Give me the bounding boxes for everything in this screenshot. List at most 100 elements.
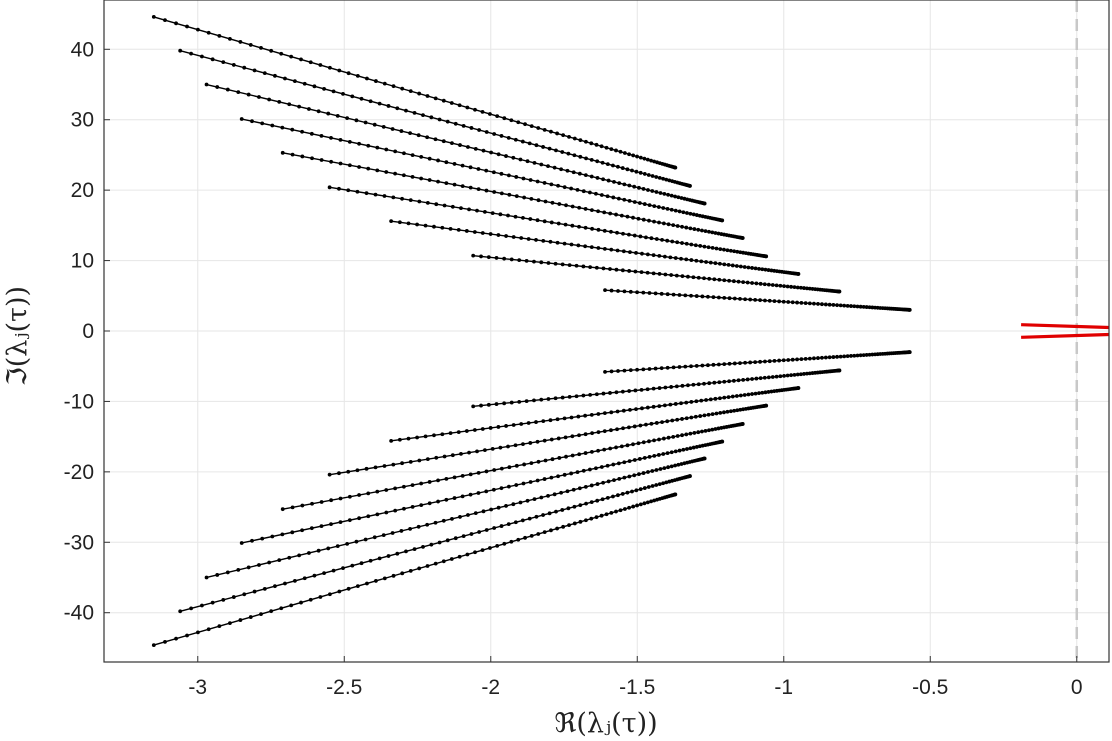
- branch-point: [496, 233, 501, 237]
- branch-point: [502, 256, 507, 261]
- branch-point: [679, 256, 683, 261]
- branch-point: [308, 597, 313, 602]
- branch-point: [569, 471, 574, 476]
- branch-point: [566, 506, 571, 511]
- branch-point: [465, 552, 470, 557]
- branch-point: [589, 174, 594, 179]
- branch-point: [622, 289, 627, 294]
- branch-point: [228, 621, 232, 626]
- branch-point: [599, 193, 604, 197]
- branch-point: [658, 191, 663, 195]
- branch-point: [441, 559, 446, 564]
- x-tick-label: -1: [774, 676, 793, 699]
- branch-point: [799, 357, 804, 362]
- branch-point: [713, 261, 718, 266]
- y-tick-label: -30: [64, 531, 94, 554]
- branch-point: [820, 302, 824, 307]
- branch-point: [366, 514, 371, 519]
- branch-point: [738, 407, 743, 412]
- branch-point: [827, 302, 832, 307]
- branch-point: [519, 422, 524, 426]
- branch-point: [792, 372, 797, 377]
- branch-point: [425, 564, 430, 568]
- branch-point: [620, 389, 625, 394]
- branch-point: [452, 182, 457, 187]
- branch-point: [319, 500, 324, 504]
- branch-point: [594, 466, 598, 471]
- branch-point: [615, 427, 619, 432]
- branch-point: [671, 365, 676, 370]
- branch-point: [549, 182, 554, 187]
- branch-point: [496, 152, 501, 157]
- branch-point: [250, 119, 254, 124]
- branch-point: [526, 237, 531, 241]
- branch-point: [596, 246, 601, 250]
- branch-point: [680, 433, 684, 438]
- branch-point: [596, 430, 601, 435]
- branch-point: [628, 407, 632, 412]
- branch-point: [514, 463, 519, 468]
- branch-point: [907, 350, 912, 355]
- branch-point: [290, 505, 295, 510]
- branch-point: [441, 98, 446, 103]
- branch-point: [763, 390, 768, 395]
- branch-point: [764, 254, 769, 259]
- branch-point: [535, 478, 540, 483]
- branch-point: [427, 178, 432, 182]
- branch-point: [637, 201, 642, 205]
- branch-point: [772, 358, 777, 363]
- branch-point: [792, 285, 797, 290]
- branch-point: [702, 201, 707, 206]
- branch-point: [845, 303, 850, 308]
- branch-point: [359, 96, 364, 101]
- branch-point: [594, 142, 599, 147]
- branch-point: [707, 428, 711, 433]
- branch-8-lower: [471, 368, 842, 409]
- branch-point: [250, 538, 254, 543]
- branch-point: [583, 451, 588, 455]
- branch-point: [609, 247, 614, 252]
- branch-point: [689, 293, 693, 298]
- branch-point: [444, 160, 449, 165]
- branch-point: [588, 392, 593, 397]
- branch-point: [539, 495, 544, 500]
- branch-point: [532, 259, 536, 264]
- branch-point: [480, 427, 485, 431]
- branch-point: [743, 297, 748, 302]
- branch-point: [630, 489, 634, 494]
- branch-point: [722, 362, 727, 367]
- branch-point: [675, 417, 680, 422]
- branch-point: [468, 472, 473, 477]
- branch-point: [555, 526, 560, 531]
- branch-point: [762, 282, 767, 287]
- branch-point: [802, 286, 806, 290]
- branch-point: [785, 373, 790, 378]
- branch-point: [307, 551, 311, 555]
- branch-point: [375, 168, 380, 173]
- branch-point: [346, 71, 351, 76]
- branch-point: [534, 420, 538, 424]
- branch-point: [722, 395, 727, 400]
- branch-point: [650, 469, 655, 473]
- branch-point: [766, 375, 771, 380]
- branch-point: [647, 291, 652, 295]
- branch-point: [561, 133, 566, 138]
- branch-point: [583, 484, 588, 489]
- branch-point: [499, 191, 504, 196]
- branch-point: [631, 215, 635, 220]
- branch-point: [805, 286, 809, 291]
- branch-point: [546, 164, 550, 169]
- branch-point: [471, 404, 476, 409]
- branch-point: [525, 498, 530, 503]
- branch-point: [570, 453, 575, 458]
- branch-point: [267, 97, 272, 102]
- branch-point: [529, 533, 534, 538]
- branch-point: [574, 394, 579, 399]
- branch-point: [647, 203, 652, 208]
- branch-point: [419, 155, 424, 159]
- branch-point: [338, 161, 343, 166]
- branch-point: [476, 470, 481, 475]
- branch-point: [702, 276, 706, 281]
- branch-point: [506, 213, 510, 218]
- branch-point: [605, 495, 610, 500]
